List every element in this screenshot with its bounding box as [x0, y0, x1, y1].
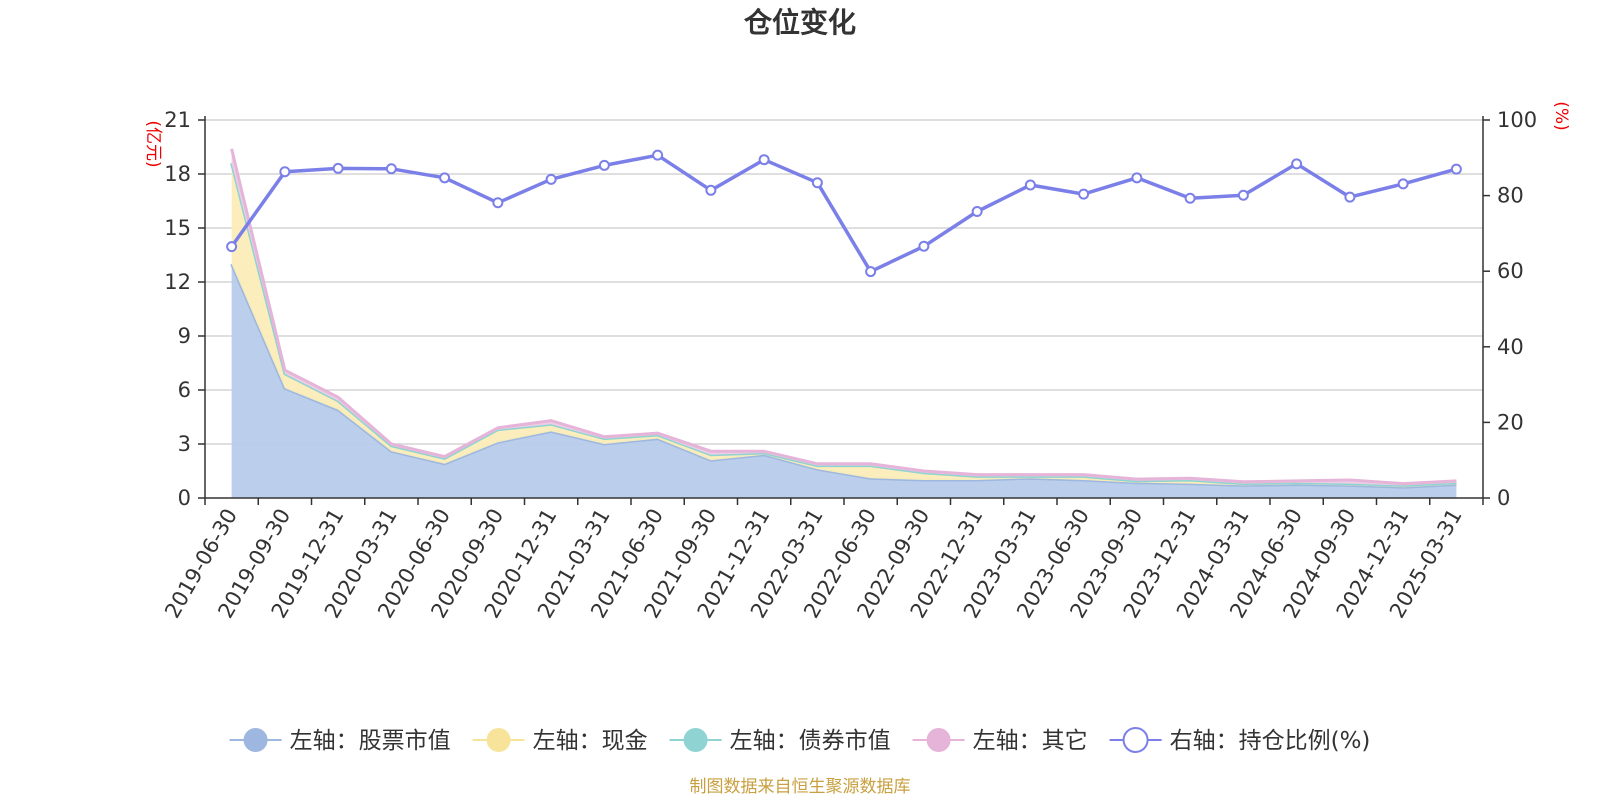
area-左轴：现金 [231, 163, 1457, 488]
area-左轴：其它 [231, 148, 1457, 486]
left-tick-label: 9 [178, 324, 191, 348]
legend: 左轴：股票市值 左轴：现金 左轴：债券市值 左轴：其它 右轴：持仓比例(%) [229, 727, 1371, 754]
source-note: 制图数据来自恒生聚源数据库 [690, 777, 911, 797]
left-tick-label: 0 [178, 486, 191, 510]
right-tick-label: 80 [1497, 184, 1524, 208]
ratio-point [811, 177, 823, 189]
ratio-point [758, 154, 770, 166]
left-tick-label: 21 [164, 108, 191, 132]
left-tick-label: 15 [164, 216, 191, 240]
ratio-point [705, 184, 717, 196]
area-左轴：债券市值 [231, 163, 1457, 486]
legend-label: 左轴：债券市值 [730, 728, 891, 754]
ratio-point [545, 173, 557, 185]
ratio-point [865, 266, 877, 278]
legend-dot-icon [486, 728, 511, 752]
ratio-point [1237, 189, 1249, 201]
right-tick-label: 40 [1497, 335, 1524, 359]
ratio-line-layer [226, 149, 1462, 278]
ratio-point [1291, 158, 1303, 170]
legend-dot-icon [243, 728, 268, 752]
right-axis-unit-label: (%) [1551, 101, 1571, 130]
ratio-point [1184, 192, 1196, 204]
legend-circle-icon [1122, 727, 1149, 753]
area-layer [230, 148, 1457, 498]
ratio-point [279, 166, 291, 178]
area-左轴：股票市值 [231, 264, 1457, 498]
left-tick-label: 3 [178, 432, 191, 456]
legend-dot-icon [926, 728, 951, 752]
ratio-point [598, 159, 610, 171]
ratio-point [1078, 188, 1090, 200]
ratio-point [652, 149, 664, 161]
legend-dot-icon [683, 728, 708, 752]
ratio-point [918, 240, 930, 252]
right-tick-label: 0 [1497, 486, 1510, 510]
legend-item[interactable]: 左轴：其它 [912, 728, 1088, 754]
left-axis-unit-label: (亿元) [143, 120, 163, 167]
right-tick-label: 100 [1497, 108, 1537, 132]
right-tick-label: 20 [1497, 410, 1524, 434]
ratio-point [1131, 172, 1143, 184]
ratio-point [1397, 178, 1409, 190]
area-edge-左轴：其它 [230, 148, 1457, 486]
legend-label: 左轴：现金 [533, 728, 648, 754]
left-tick-label: 6 [178, 378, 191, 402]
ratio-point [385, 163, 397, 175]
legend-item[interactable]: 左轴：现金 [472, 728, 648, 754]
ratio-point [492, 197, 504, 209]
ratio-point [1344, 191, 1356, 203]
ratio-point [1024, 179, 1036, 191]
legend-label: 左轴：股票市值 [290, 728, 451, 754]
ratio-line [230, 153, 1457, 274]
ratio-point [332, 162, 344, 174]
legend-item[interactable]: 右轴：持仓比例(%) [1109, 727, 1371, 754]
ratio-point [439, 172, 451, 184]
ratio-point [1450, 163, 1462, 175]
left-tick-label: 18 [164, 162, 191, 186]
area-edge-左轴：债券市值 [230, 162, 1457, 487]
ratio-point [971, 205, 983, 217]
chart-title: 仓位变化 [744, 6, 856, 39]
right-tick-label: 60 [1497, 259, 1524, 283]
legend-label: 左轴：其它 [973, 728, 1088, 754]
ratio-point [226, 241, 238, 253]
legend-item[interactable]: 左轴：债券市值 [669, 728, 891, 754]
legend-item[interactable]: 左轴：股票市值 [229, 728, 451, 754]
legend-label: 右轴：持仓比例(%) [1170, 728, 1371, 754]
left-tick-label: 12 [164, 270, 191, 294]
area-edge-左轴：现金 [230, 162, 1457, 487]
